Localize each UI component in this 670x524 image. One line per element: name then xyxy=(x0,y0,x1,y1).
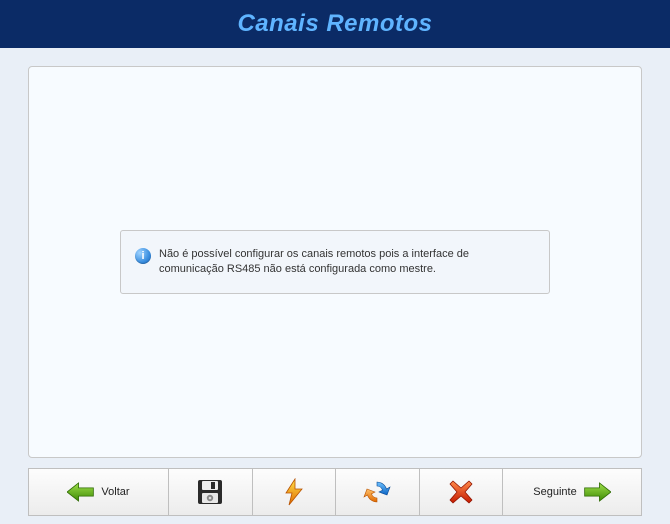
save-icon xyxy=(196,478,224,506)
bolt-icon xyxy=(280,478,308,506)
toolbar: Voltar xyxy=(0,468,670,524)
page-title: Canais Remotos xyxy=(237,10,432,38)
info-message-text: Não é possível configurar os canais remo… xyxy=(159,247,533,278)
action-bolt-button[interactable] xyxy=(252,468,336,516)
refresh-button[interactable] xyxy=(335,468,419,516)
back-button-label: Voltar xyxy=(101,486,129,498)
content-area: i Não é possível configurar os canais re… xyxy=(0,48,670,468)
save-button[interactable] xyxy=(168,468,252,516)
next-button[interactable]: Seguinte xyxy=(502,468,642,516)
info-icon: i xyxy=(135,248,151,264)
close-icon xyxy=(447,478,475,506)
main-panel: i Não é possível configurar os canais re… xyxy=(28,66,642,458)
back-button[interactable]: Voltar xyxy=(28,468,168,516)
next-button-label: Seguinte xyxy=(533,486,576,498)
cancel-button[interactable] xyxy=(419,468,503,516)
arrow-left-icon xyxy=(67,478,95,506)
header-bar: Canais Remotos xyxy=(0,0,670,48)
info-message-box: i Não é possível configurar os canais re… xyxy=(120,230,550,295)
window-root: Canais Remotos i Não é possível configur… xyxy=(0,0,670,524)
arrow-right-icon xyxy=(583,478,611,506)
refresh-icon xyxy=(363,478,391,506)
